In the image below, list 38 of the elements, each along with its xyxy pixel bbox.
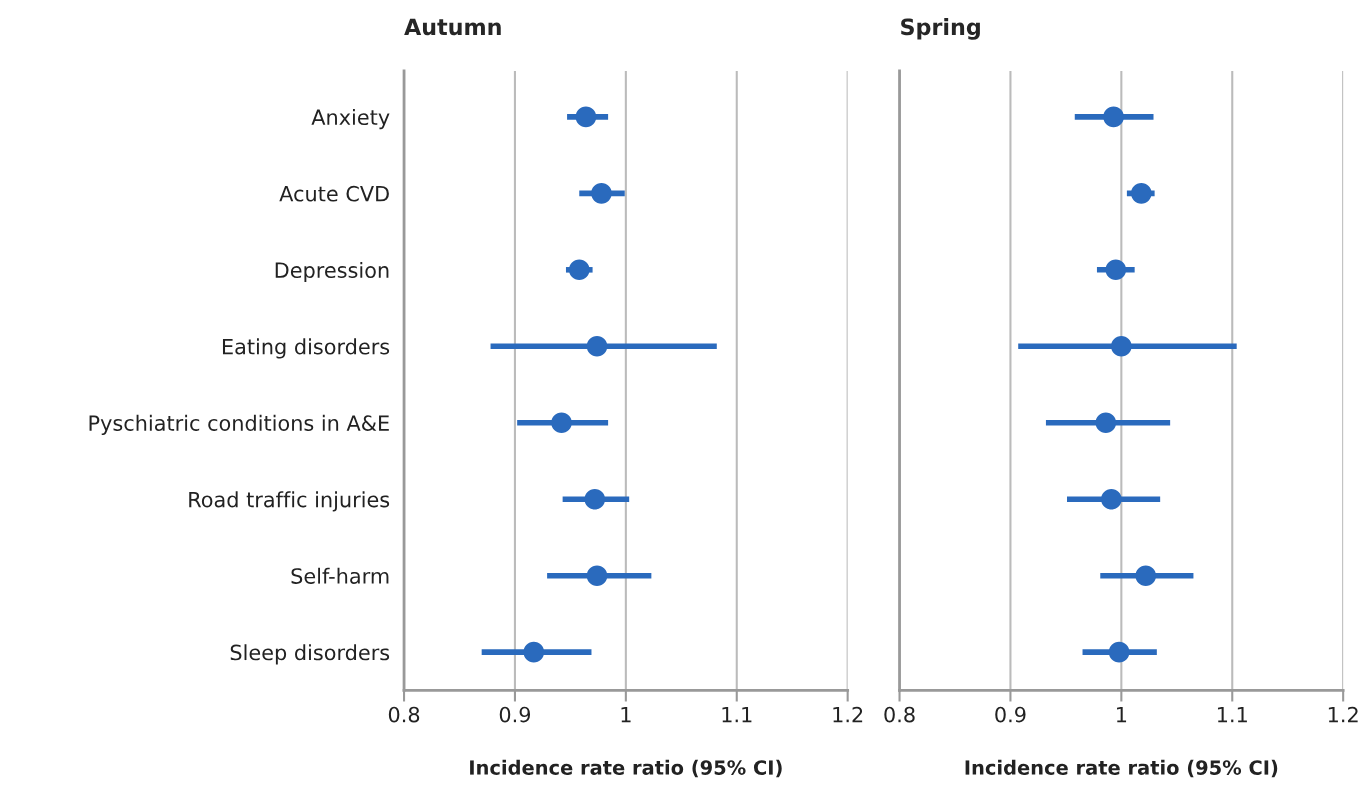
y-tick-label: Depression [275, 261, 389, 283]
x-tick-label: 1 [621, 706, 631, 723]
point [586, 565, 608, 586]
point [1131, 183, 1152, 204]
x-tick-label: 0.9 [995, 706, 1026, 723]
point [568, 259, 590, 281]
point [575, 106, 597, 128]
point [523, 641, 545, 663]
x-tick-label: 1.2 [1328, 706, 1358, 723]
x-axis-title: Incidence rate ratio (95% CI) [470, 759, 782, 778]
y-tick-label: Acute CVD [279, 185, 389, 202]
y-tick-label: Sleep disorders [230, 644, 390, 665]
x-tick-label: 0.8 [884, 706, 915, 723]
point [1101, 488, 1122, 510]
x-tick-label: 0.8 [388, 706, 420, 723]
x-tick-label: 1.1 [722, 706, 752, 723]
x-tick-label: 1.2 [833, 706, 863, 723]
point [1135, 565, 1157, 586]
point [1103, 106, 1124, 128]
point [1108, 641, 1130, 663]
chart-title: Spring [901, 18, 980, 40]
point [586, 335, 608, 357]
y-tick-label: Eating disorders [222, 338, 390, 359]
chart-title: Autumn [404, 18, 501, 36]
y-tick-label: Pyschiatric conditions in A&E [89, 414, 389, 435]
y-tick-label: Road traffic injuries [189, 491, 390, 512]
point [591, 183, 612, 204]
point [1095, 412, 1117, 434]
x-tick-label: 1.1 [1217, 706, 1247, 723]
x-tick-label: 1 [1117, 706, 1127, 723]
y-tick-label: Anxiety [311, 108, 390, 130]
point [584, 488, 606, 510]
point [1105, 259, 1127, 281]
y-tick-label: Self-harm [291, 567, 389, 584]
x-axis-title: Incidence rate ratio (95% CI) [965, 759, 1278, 778]
x-tick-label: 0.9 [499, 706, 531, 723]
point [1111, 335, 1132, 357]
point [551, 412, 572, 434]
